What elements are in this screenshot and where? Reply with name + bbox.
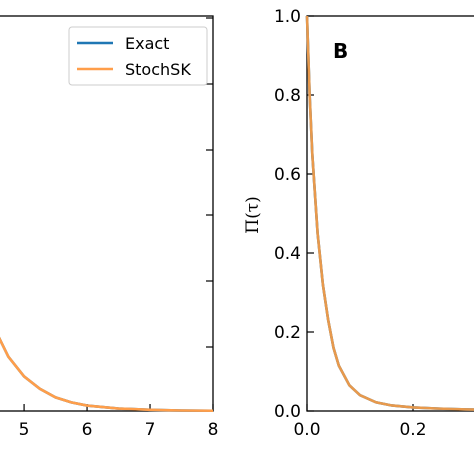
y-tick-label: 0.0: [274, 402, 301, 422]
x-tick-label: 0.2: [399, 420, 426, 440]
legend-box: [68, 26, 208, 86]
legend-label-stochsk: StochSK: [125, 60, 191, 79]
panel-label-b: B: [333, 39, 348, 63]
y-axis-label: Π(τ): [243, 196, 263, 234]
x-tick-label: 7: [145, 420, 156, 440]
y-tick-label: 1.0: [274, 7, 301, 27]
panel-b-frame: [306, 15, 474, 412]
x-tick-label: 5: [19, 420, 30, 440]
panel-a-series: [0, 336, 214, 413]
x-tick-label: 6: [82, 420, 93, 440]
series-line-exact: [0, 336, 214, 413]
y-tick-label: 0.6: [274, 165, 301, 185]
legend-label-exact: Exact: [125, 34, 169, 53]
x-tick-label: 0.0: [293, 420, 320, 440]
series-line-exact: [305, 15, 474, 411]
panel-a-frame: [0, 15, 214, 412]
legend: Exact StochSK: [68, 26, 208, 86]
y-tick-label: 0.4: [274, 244, 301, 264]
y-tick-label: 0.8: [274, 86, 301, 106]
panel-b-ticks: 0.0 0.2 0.4 0.6 0.8 1.0 0.0 0.2: [274, 7, 427, 440]
y-tick-label: 0.2: [274, 323, 301, 343]
panel-a: 5 6 7 8 Exact StochSK: [0, 15, 219, 440]
x-tick-label: 8: [208, 420, 219, 440]
series-line-stochsk: [305, 15, 474, 411]
panel-b-series: [305, 15, 474, 411]
series-line-stochsk: [0, 336, 214, 413]
panel-b: 0.0 0.2 0.4 0.6 0.8 1.0 0.0 0.2 B Π(τ): [243, 7, 474, 440]
